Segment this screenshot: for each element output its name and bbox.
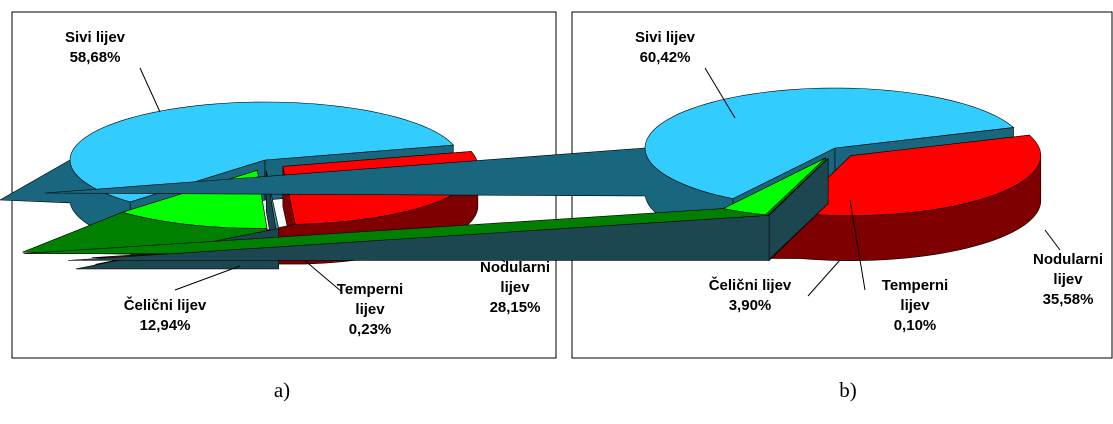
slice [644, 87, 1015, 199]
leader-line [139, 67, 161, 113]
slice-label: Temperni lijev 0,10% [875, 276, 955, 336]
leader-line [174, 265, 241, 291]
slice-label: Sivi lijev 60,42% [605, 28, 725, 68]
category-label: Nodularni lijev [480, 259, 550, 296]
slice-label: Nodularni lijev 28,15% [470, 258, 560, 318]
value-label: 35,58% [1042, 291, 1094, 308]
leader-line [849, 199, 866, 291]
category-label: Čelični lijev [123, 297, 207, 314]
category-label: Čelični lijev [708, 277, 792, 294]
value-label: 58,68% [69, 49, 121, 66]
slice-label: Nodularni lijev 35,58% [1026, 250, 1110, 310]
value-label: 0,23% [348, 321, 392, 338]
value-label: 0,10% [893, 317, 937, 334]
leader-line [704, 67, 736, 119]
category-label: Sivi lijev [634, 29, 696, 46]
value-label: 12,94% [139, 317, 191, 334]
category-label: Temperni lijev [336, 281, 404, 318]
slice-label: Čelični lijev 12,94% [105, 296, 225, 336]
leader-line [1044, 229, 1061, 251]
value-label: 3,90% [728, 297, 772, 314]
value-label: 60,42% [639, 49, 691, 66]
slice [69, 101, 455, 203]
category-label: Nodularni lijev [1033, 251, 1103, 288]
slice [767, 158, 829, 216]
leader-line [807, 259, 841, 297]
slice-label: Temperni lijev 0,23% [330, 280, 410, 340]
value-label: 28,15% [489, 299, 541, 316]
slice-label: Čelični lijev 3,90% [690, 276, 810, 316]
caption: a) [273, 378, 291, 402]
category-label: Sivi lijev [64, 29, 126, 46]
slice [722, 157, 826, 216]
category-label: Temperni lijev [881, 277, 949, 314]
slice-label: Sivi lijev 58,68% [35, 28, 155, 68]
slice [791, 134, 1042, 216]
caption: b) [839, 378, 857, 402]
